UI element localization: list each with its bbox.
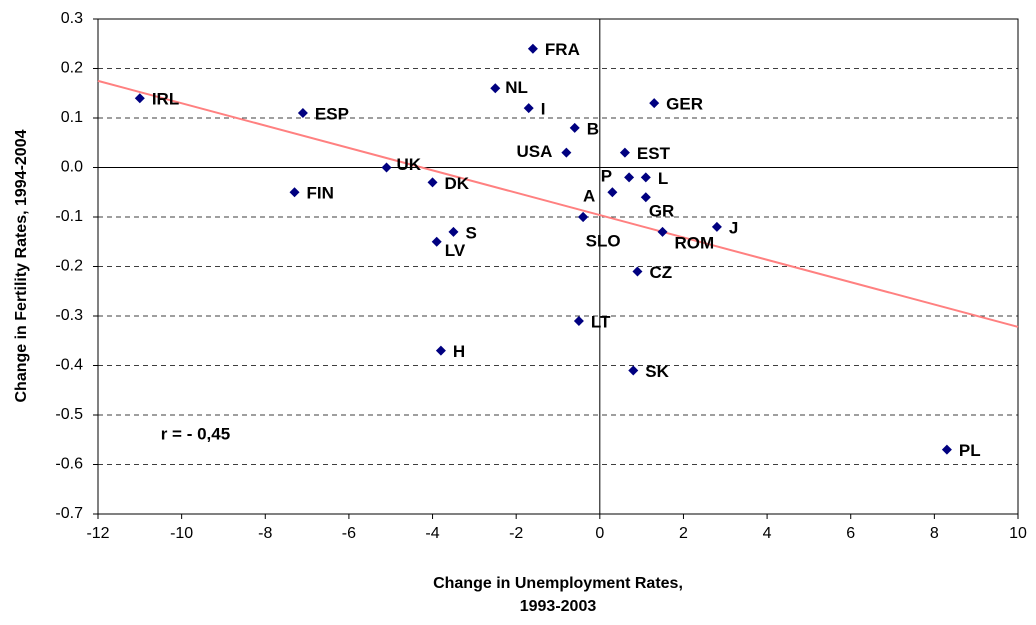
point [628,365,639,376]
point-label: ROM [675,233,715,252]
point [569,122,580,133]
x-axis-title: Change in Unemployment Rates, [433,575,683,592]
point [381,162,392,173]
y-tick-label: 0.1 [61,109,83,126]
point [573,315,584,326]
point-label: IRL [152,90,179,109]
point-label: LV [445,241,466,260]
y-tick-label: -0.3 [55,307,83,324]
point-label: SLO [586,231,621,250]
point [657,226,668,237]
annotation: r = - 0,45 [161,424,230,443]
point-label: CZ [649,263,672,282]
y-tick-label: -0.7 [55,505,83,522]
point-label: LT [591,312,611,331]
x-tick-label: 0 [595,525,604,542]
point [490,83,501,94]
point-label: GR [649,202,675,221]
y-tick-label: -0.1 [55,208,83,225]
point-label: UK [397,155,422,174]
point-label: A [583,186,595,205]
point [619,147,630,158]
x-tick-label: -12 [86,525,109,542]
x-tick-label: 6 [846,525,855,542]
y-tick-label: -0.5 [55,406,83,423]
x-tick-label: -8 [258,525,272,542]
point-label: ESP [315,105,349,124]
point [941,444,952,455]
point-label: USA [516,142,552,161]
point-label: EST [637,144,671,163]
point-label: NL [505,78,528,97]
y-tick-label: -0.6 [55,456,83,473]
point-label: J [729,218,738,237]
point [289,187,300,198]
point-label: PL [959,441,981,460]
point-label: L [658,169,668,188]
x-tick-label: 2 [679,525,688,542]
point [134,93,145,104]
point [523,103,534,114]
y-tick-label: 0.0 [61,159,83,176]
point-label: P [601,167,612,186]
point [435,345,446,356]
point-label: FIN [307,184,334,203]
x-tick-label: 4 [763,525,772,542]
point [711,221,722,232]
x-tick-label: -4 [425,525,439,542]
x-tick-label: 8 [930,525,939,542]
point-label: DK [445,174,470,193]
point [607,187,618,198]
point-label: B [587,119,599,138]
point-label: SK [645,362,669,381]
point [640,172,651,183]
point [640,192,651,203]
point [527,43,538,54]
point-label: S [465,223,476,242]
point-label: I [541,100,546,119]
y-tick-label: -0.4 [55,357,83,374]
point [578,212,589,222]
x-axis-title: 1993-2003 [520,598,597,615]
point [448,226,459,237]
point [649,98,660,109]
trend-line [97,79,1019,328]
x-tick-label: -10 [170,525,193,542]
point-label: H [453,342,465,361]
x-tick-label: -2 [509,525,523,542]
point [632,266,643,277]
x-tick-label: 10 [1009,525,1027,542]
point [431,236,442,247]
point [427,177,438,188]
x-tick-label: -6 [342,525,356,542]
point-label: GER [666,95,703,114]
point [561,147,572,158]
y-tick-label: 0.2 [61,60,83,77]
y-tick-label: 0.3 [61,10,83,27]
point-label: FRA [545,40,580,59]
point [297,108,308,119]
point [624,172,635,183]
y-tick-label: -0.2 [55,258,83,275]
y-axis-title: Change in Fertility Rates, 1994-2004 [13,129,30,402]
